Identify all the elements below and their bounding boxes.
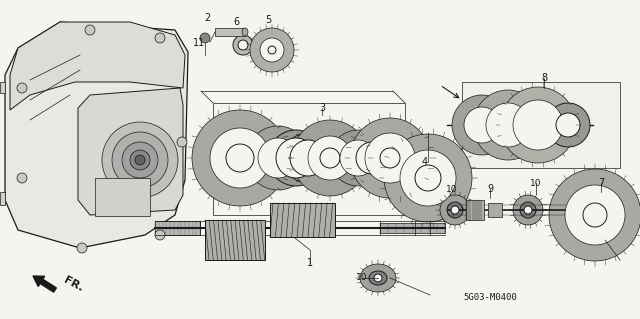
Ellipse shape	[283, 133, 333, 183]
Bar	[462, 82, 620, 168]
Ellipse shape	[192, 110, 288, 206]
Ellipse shape	[233, 35, 253, 55]
Ellipse shape	[440, 195, 470, 225]
Circle shape	[17, 173, 27, 183]
Ellipse shape	[258, 138, 298, 178]
Ellipse shape	[290, 140, 326, 176]
Circle shape	[77, 243, 87, 253]
Ellipse shape	[340, 140, 376, 176]
Ellipse shape	[250, 28, 294, 72]
Ellipse shape	[451, 206, 459, 214]
Ellipse shape	[350, 118, 430, 198]
Circle shape	[17, 83, 27, 93]
Ellipse shape	[268, 46, 276, 54]
Ellipse shape	[520, 202, 536, 218]
Text: 9: 9	[487, 184, 493, 194]
Ellipse shape	[308, 136, 352, 180]
Ellipse shape	[312, 140, 348, 176]
Circle shape	[112, 132, 168, 188]
Ellipse shape	[486, 103, 530, 147]
Ellipse shape	[400, 150, 456, 206]
Ellipse shape	[360, 264, 396, 292]
Ellipse shape	[210, 128, 270, 188]
Ellipse shape	[556, 113, 580, 137]
Ellipse shape	[565, 185, 625, 245]
Ellipse shape	[384, 134, 472, 222]
Polygon shape	[10, 22, 185, 110]
Ellipse shape	[549, 169, 640, 261]
Circle shape	[155, 33, 165, 43]
Text: 10: 10	[356, 273, 368, 283]
Polygon shape	[5, 22, 188, 248]
Text: 11: 11	[193, 38, 205, 48]
Circle shape	[130, 150, 150, 170]
Text: 3: 3	[319, 103, 325, 113]
Circle shape	[85, 25, 95, 35]
Ellipse shape	[464, 107, 500, 143]
Ellipse shape	[583, 203, 607, 227]
Ellipse shape	[406, 156, 450, 200]
Polygon shape	[78, 88, 183, 215]
Ellipse shape	[546, 103, 590, 147]
Ellipse shape	[330, 130, 386, 186]
Ellipse shape	[365, 133, 415, 183]
Ellipse shape	[372, 140, 408, 176]
Ellipse shape	[415, 165, 441, 191]
Ellipse shape	[292, 120, 368, 196]
Ellipse shape	[320, 148, 340, 168]
Text: 4: 4	[422, 157, 428, 167]
Ellipse shape	[513, 195, 543, 225]
Text: 5G03-M0400: 5G03-M0400	[463, 293, 517, 302]
Circle shape	[122, 142, 158, 178]
Ellipse shape	[276, 138, 316, 178]
Ellipse shape	[369, 271, 387, 285]
Polygon shape	[0, 192, 5, 205]
Ellipse shape	[268, 130, 324, 186]
Bar	[488, 203, 502, 217]
Ellipse shape	[473, 90, 543, 160]
Ellipse shape	[218, 136, 262, 180]
Bar	[155, 221, 200, 235]
Text: 5: 5	[265, 15, 271, 25]
Bar	[205, 220, 265, 260]
Ellipse shape	[238, 40, 248, 50]
Polygon shape	[0, 82, 5, 93]
Ellipse shape	[374, 274, 382, 282]
Bar	[95, 178, 150, 216]
Ellipse shape	[524, 206, 532, 214]
Ellipse shape	[356, 142, 388, 174]
Ellipse shape	[500, 87, 576, 163]
Circle shape	[155, 230, 165, 240]
Text: 7: 7	[598, 178, 604, 188]
Bar	[213, 103, 405, 215]
Ellipse shape	[573, 193, 617, 237]
Circle shape	[102, 122, 178, 198]
Text: 1: 1	[307, 258, 313, 268]
Bar	[215, 28, 245, 36]
Text: 2: 2	[204, 13, 210, 23]
Ellipse shape	[513, 100, 563, 150]
Ellipse shape	[242, 28, 248, 36]
Text: 10: 10	[531, 179, 541, 188]
Ellipse shape	[380, 148, 400, 168]
Ellipse shape	[452, 95, 512, 155]
Text: 8: 8	[541, 73, 547, 83]
Ellipse shape	[246, 126, 310, 190]
Text: 10: 10	[446, 184, 458, 194]
Ellipse shape	[347, 133, 397, 183]
Ellipse shape	[226, 144, 254, 172]
Bar	[380, 223, 445, 233]
Bar	[466, 200, 484, 220]
Ellipse shape	[264, 42, 280, 58]
Bar	[270, 203, 335, 237]
Ellipse shape	[260, 38, 284, 62]
Text: 6: 6	[233, 17, 239, 27]
Circle shape	[200, 33, 210, 43]
Circle shape	[135, 155, 145, 165]
Circle shape	[177, 137, 187, 147]
Text: FR.: FR.	[62, 275, 84, 293]
FancyArrow shape	[33, 276, 56, 292]
Ellipse shape	[447, 202, 463, 218]
